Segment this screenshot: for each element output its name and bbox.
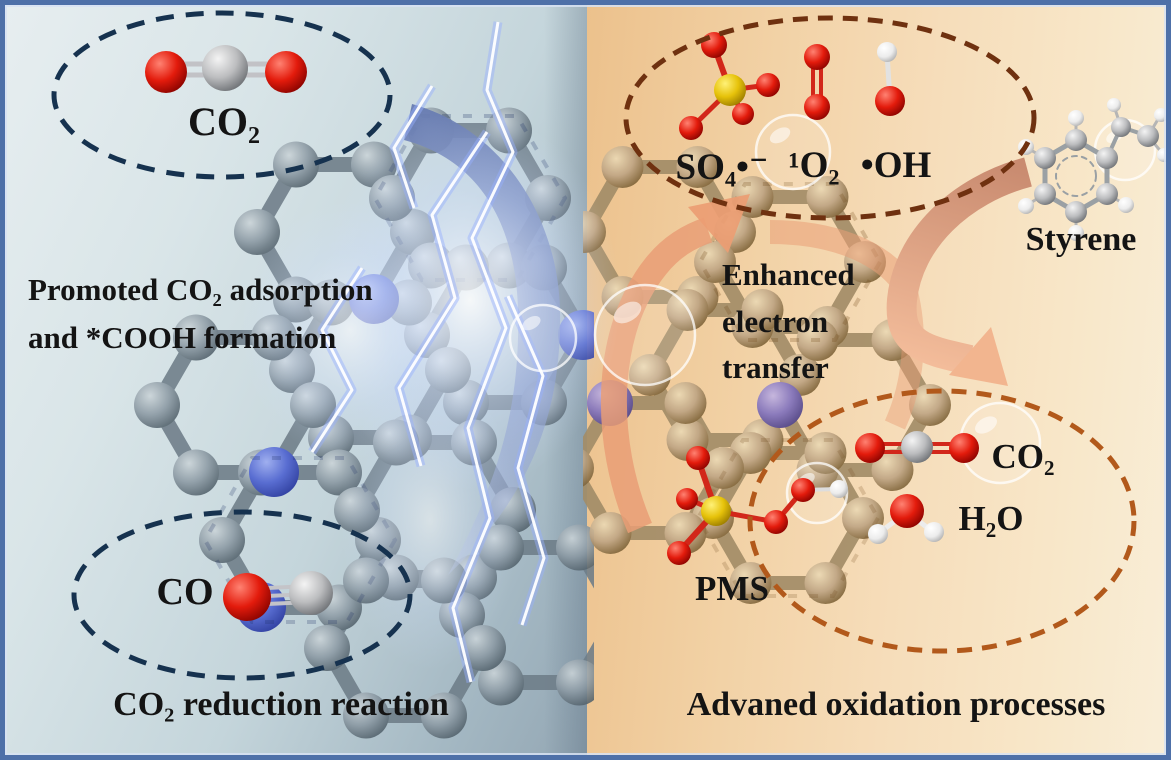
- right-caption: Advaned oxidation processes: [686, 686, 1106, 723]
- bubbles: [508, 113, 1157, 525]
- hydroxyl-radical-molecule: [875, 42, 905, 116]
- sulfate-radical-label: SO₄•⁻: [675, 147, 769, 188]
- co-product-ellipse: [71, 509, 413, 681]
- flash-glow-3: [340, 370, 520, 670]
- co2-molecule-right: [855, 431, 979, 463]
- styrene-label: Styrene: [1025, 221, 1137, 258]
- right-ghost-hexes: [695, 182, 883, 598]
- singlet-oxygen-label: ¹O₂: [788, 145, 840, 186]
- h2o-molecule: [868, 494, 944, 544]
- pms-label: PMS: [695, 569, 769, 608]
- adsorption-text-line2: and *COOH formation: [28, 320, 337, 355]
- co2-reactant-ellipse: [51, 10, 393, 180]
- radicals-ellipse: [623, 15, 1037, 221]
- h2o-label: H₂O: [958, 499, 1024, 538]
- lightning-bolts: [308, 21, 549, 684]
- sulfate-radical-molecule: [679, 32, 780, 140]
- left-caption: CO₂ reduction reaction: [113, 686, 449, 723]
- enhanced-text-line3: transfer: [722, 350, 829, 385]
- enhanced-text-line2: electron: [722, 304, 829, 339]
- singlet-oxygen-molecule: [804, 44, 830, 120]
- co-molecule: [223, 571, 333, 621]
- hydroxyl-radical-label: •OH: [860, 145, 932, 186]
- co2-top-label: CO₂: [188, 99, 260, 144]
- styrene-to-products-arrow: [886, 157, 1033, 386]
- co2-molecule-top-left: [145, 45, 307, 93]
- pms-molecule: [667, 446, 848, 565]
- co2-right-label: CO₂: [991, 437, 1055, 476]
- co-label: CO: [156, 571, 214, 613]
- enhanced-text-line1: Enhanced: [722, 257, 855, 292]
- adsorption-text-line1: Promoted CO₂ adsorption: [28, 272, 373, 307]
- styrene-molecule: [1018, 98, 1171, 241]
- oxidation-products-ellipse: [747, 388, 1137, 654]
